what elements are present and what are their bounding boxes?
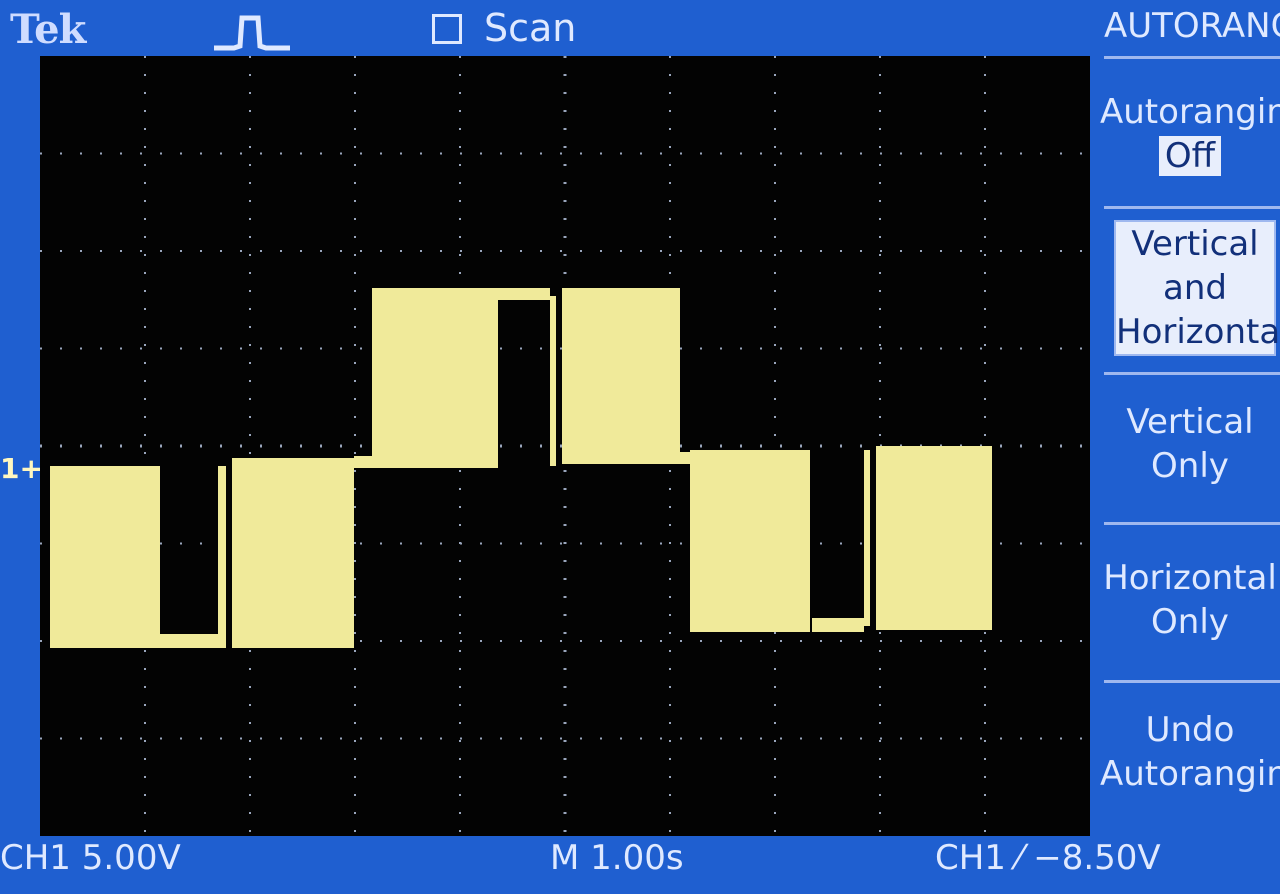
pulse-icon (214, 15, 290, 51)
trace-segment (218, 466, 226, 648)
menu-divider (1104, 680, 1280, 683)
button-label: Only (1151, 446, 1229, 486)
trace-segment (354, 456, 374, 468)
menu-divider (1104, 522, 1280, 525)
autoranging-toggle-button[interactable]: Autoranging Off (1100, 90, 1280, 178)
trace-segment (550, 296, 556, 466)
button-label: Horizontal (1103, 558, 1277, 598)
horizontal-only-button[interactable]: Horizontal Only (1100, 556, 1280, 644)
trace-segment (864, 450, 870, 626)
channel-1-marker: 1+ (0, 452, 43, 485)
button-label: Vertical (1126, 402, 1254, 442)
ch1-trace (50, 288, 992, 648)
trace-segment (680, 452, 692, 464)
waveform-display (40, 56, 1090, 836)
graticule-grid (40, 56, 1090, 836)
trace-segment (562, 288, 680, 464)
vertical-only-button[interactable]: Vertical Only (1100, 400, 1280, 488)
menu-divider (1104, 206, 1280, 209)
button-label: and (1163, 268, 1227, 308)
button-label: Only (1151, 602, 1229, 642)
brand-logo: Tek (10, 6, 86, 53)
trace-segment (372, 288, 498, 468)
autorange-side-menu: AUTORANGE Autoranging Off Vertical and H… (1090, 0, 1280, 836)
trigger-readout: CH1 ⁄ −8.50V (935, 838, 1161, 878)
trace-segment (812, 618, 864, 632)
bottom-status-bar: CH1 5.00V M 1.00s CH1 ⁄ −8.50V (0, 836, 1280, 894)
button-label: Horizontal (1116, 312, 1280, 352)
menu-title: AUTORANGE (1104, 6, 1280, 46)
button-label: Autoranging (1100, 754, 1280, 794)
waveform-svg (40, 56, 1090, 836)
button-label: Vertical (1131, 224, 1259, 264)
menu-divider (1104, 372, 1280, 375)
scan-label: Scan (484, 6, 577, 50)
top-status-bar: Tek Scan (0, 0, 1090, 58)
ch1-scale-readout: CH1 5.00V (0, 838, 181, 878)
timebase-readout: M 1.00s (550, 838, 684, 878)
scan-checkbox-icon[interactable] (432, 14, 462, 44)
autoranging-label: Autoranging (1100, 92, 1280, 132)
trace-segment (50, 466, 160, 648)
menu-divider (1104, 56, 1280, 59)
vertical-and-horizontal-button[interactable]: Vertical and Horizontal (1114, 220, 1280, 356)
trace-segment (690, 450, 810, 632)
trace-segment (876, 446, 992, 630)
button-label: Undo (1145, 710, 1235, 750)
undo-autoranging-button[interactable]: Undo Autoranging (1100, 708, 1280, 796)
autoranging-value: Off (1158, 136, 1222, 176)
trace-segment (498, 288, 550, 300)
trace-segment (160, 634, 218, 648)
trace-segment (232, 458, 354, 648)
